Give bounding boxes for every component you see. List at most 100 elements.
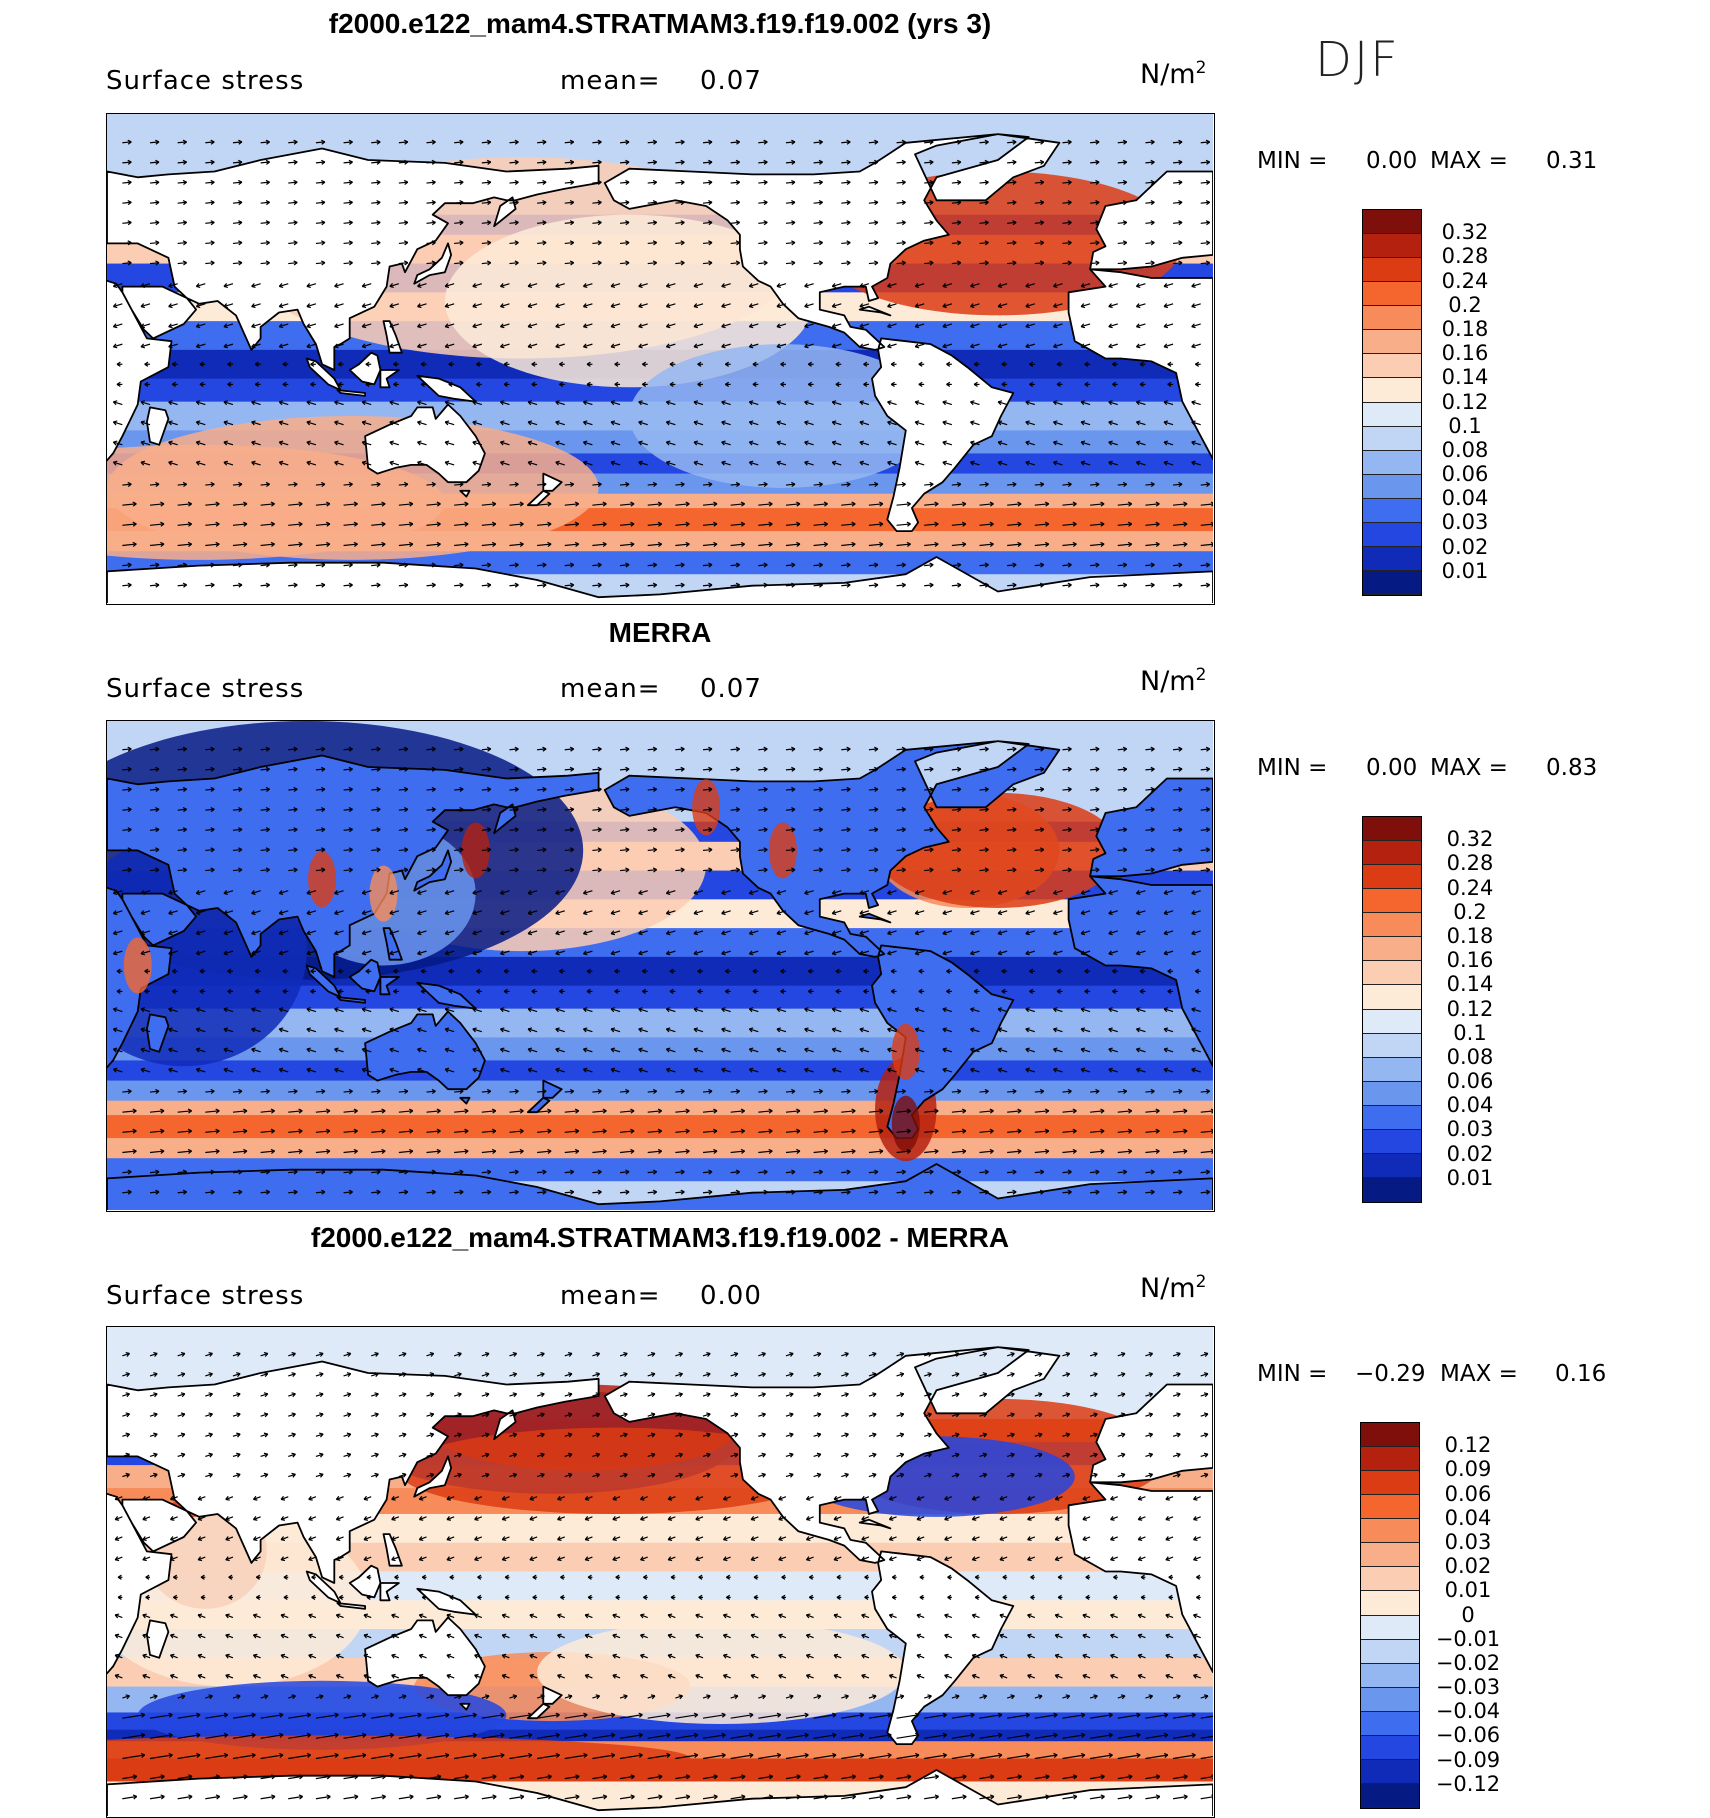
mean-value: 0.00 <box>700 1281 762 1311</box>
colorbar-swatch <box>1363 234 1421 258</box>
min-label: MIN = <box>1257 755 1327 781</box>
colorbar-tick-label: 0.03 <box>1430 510 1500 534</box>
colorbar-swatch <box>1363 1058 1421 1082</box>
colorbar <box>1362 816 1422 1203</box>
variable-label: Surface stress <box>106 66 304 96</box>
colorbar <box>1362 209 1422 596</box>
colorbar-swatch <box>1363 354 1421 378</box>
field-band <box>107 1037 1213 1061</box>
colorbar-tick-label: 0.02 <box>1430 535 1500 559</box>
map-panel-model <box>106 113 1215 605</box>
colorbar-swatch <box>1363 841 1421 865</box>
mean-label: mean= <box>560 1281 661 1311</box>
colorbar-tick-label: 0.01 <box>1435 1166 1505 1190</box>
min-label: MIN = <box>1257 148 1327 174</box>
terrain-stress-maximum <box>308 851 336 907</box>
map-svg <box>107 1327 1213 1816</box>
colorbar-tick-label: 0.28 <box>1435 851 1505 875</box>
colorbar-swatch <box>1363 282 1421 306</box>
mean-label: mean= <box>560 66 661 96</box>
colorbar-tick-label: 0.18 <box>1430 317 1500 341</box>
colorbar-tick-label: 0.04 <box>1435 1093 1505 1117</box>
colorbar-tick-label: 0.04 <box>1430 486 1500 510</box>
colorbar-swatch <box>1363 1010 1421 1034</box>
season-label: DJF <box>1315 32 1400 88</box>
colorbar-swatch <box>1363 865 1421 889</box>
colorbar-swatch <box>1363 258 1421 282</box>
colorbar-tick-label: 0.16 <box>1435 948 1505 972</box>
colorbar-tick-label: 0.03 <box>1435 1117 1505 1141</box>
colorbar-swatch <box>1363 427 1421 451</box>
colorbar-swatch <box>1363 1034 1421 1058</box>
colorbar-tick-label: 0.24 <box>1435 876 1505 900</box>
colorbar-swatch <box>1363 499 1421 523</box>
panel-title-model: f2000.e122_mam4.STRATMAM3.f19.f19.002 (y… <box>105 8 1215 40</box>
variable-label: Surface stress <box>106 674 304 704</box>
terrain-stress-maximum <box>892 1096 920 1152</box>
panel-title-difference: f2000.e122_mam4.STRATMAM3.f19.f19.002 - … <box>105 1222 1215 1254</box>
field-band <box>107 1101 1213 1116</box>
colorbar-tick-label: 0.18 <box>1435 924 1505 948</box>
colorbar-swatch <box>1363 985 1421 1009</box>
max-value: 0.31 <box>1546 148 1597 174</box>
colorbar-tick-label: 0.1 <box>1435 1021 1505 1045</box>
panel-title-merra: MERRA <box>105 617 1215 649</box>
map-panel-merra <box>106 720 1215 1212</box>
units-label: N/m2 <box>1140 58 1206 90</box>
colorbar-tick-label: 0.12 <box>1430 390 1500 414</box>
colorbar-swatch <box>1363 817 1421 841</box>
colorbar-tick-label: 0.16 <box>1430 341 1500 365</box>
max-value: 0.83 <box>1546 755 1597 781</box>
colorbar-swatch <box>1363 571 1421 595</box>
mean-label: mean= <box>560 674 661 704</box>
colorbar-swatch <box>1363 937 1421 961</box>
colorbar-tick-label: 0.08 <box>1435 1045 1505 1069</box>
colorbar-swatch <box>1363 547 1421 571</box>
colorbar-tick-label: 0.01 <box>1430 559 1500 583</box>
field-band <box>107 1138 1213 1159</box>
colorbar-tick-label: 0.02 <box>1435 1142 1505 1166</box>
terrain-stress-maximum <box>370 866 398 922</box>
colorbar-tick-label: 0.24 <box>1430 269 1500 293</box>
colorbar-swatch <box>1363 889 1421 913</box>
colorbar-tick-label: 0.32 <box>1430 220 1500 244</box>
colorbar-swatch <box>1363 1130 1421 1154</box>
colorbar-swatch <box>1363 523 1421 547</box>
colorbar-tick-label: 0.32 <box>1435 827 1505 851</box>
colorbar-tick-label: 0.06 <box>1435 1069 1505 1093</box>
field-band <box>107 1060 1213 1081</box>
field-band <box>107 1081 1213 1102</box>
units-label: N/m2 <box>1140 1272 1206 1304</box>
field-anomaly <box>537 1620 906 1724</box>
min-value: 0.00 <box>1366 755 1417 781</box>
map-panel-difference <box>106 1326 1215 1818</box>
colorbar-swatch <box>1363 210 1421 234</box>
terrain-stress-maximum <box>692 779 720 835</box>
colorbar-tick-label: 0.14 <box>1430 365 1500 389</box>
colorbar-tick-label: 0.14 <box>1435 972 1505 996</box>
colorbar-swatch <box>1363 451 1421 475</box>
colorbar-swatch <box>1363 475 1421 499</box>
map-svg <box>107 721 1213 1210</box>
colorbar-swatch <box>1363 1178 1421 1202</box>
colorbar-tick-label: 0.28 <box>1430 244 1500 268</box>
colorbar-swatch <box>1363 1154 1421 1178</box>
colorbar-tick-label: 0.2 <box>1435 900 1505 924</box>
colorbar-tick-label: 0.06 <box>1430 462 1500 486</box>
colorbar-swatch <box>1363 378 1421 402</box>
units-label: N/m2 <box>1140 665 1206 697</box>
colorbar-swatch <box>1363 306 1421 330</box>
colorbar-tick-label: 0.2 <box>1430 293 1500 317</box>
max-label: MAX = <box>1430 148 1508 174</box>
mean-value: 0.07 <box>700 674 762 704</box>
colorbar-tick-label: 0.12 <box>1435 997 1505 1021</box>
variable-label: Surface stress <box>106 1281 304 1311</box>
colorbar-tick-label: 0.08 <box>1430 438 1500 462</box>
colorbar-swatch <box>1363 1082 1421 1106</box>
colorbar-swatch <box>1363 403 1421 427</box>
max-label: MAX = <box>1430 755 1508 781</box>
terrain-stress-maximum <box>124 938 152 994</box>
field-band <box>107 1115 1213 1139</box>
colorbar-swatch <box>1363 330 1421 354</box>
colorbar-tick-label: 0.1 <box>1430 414 1500 438</box>
